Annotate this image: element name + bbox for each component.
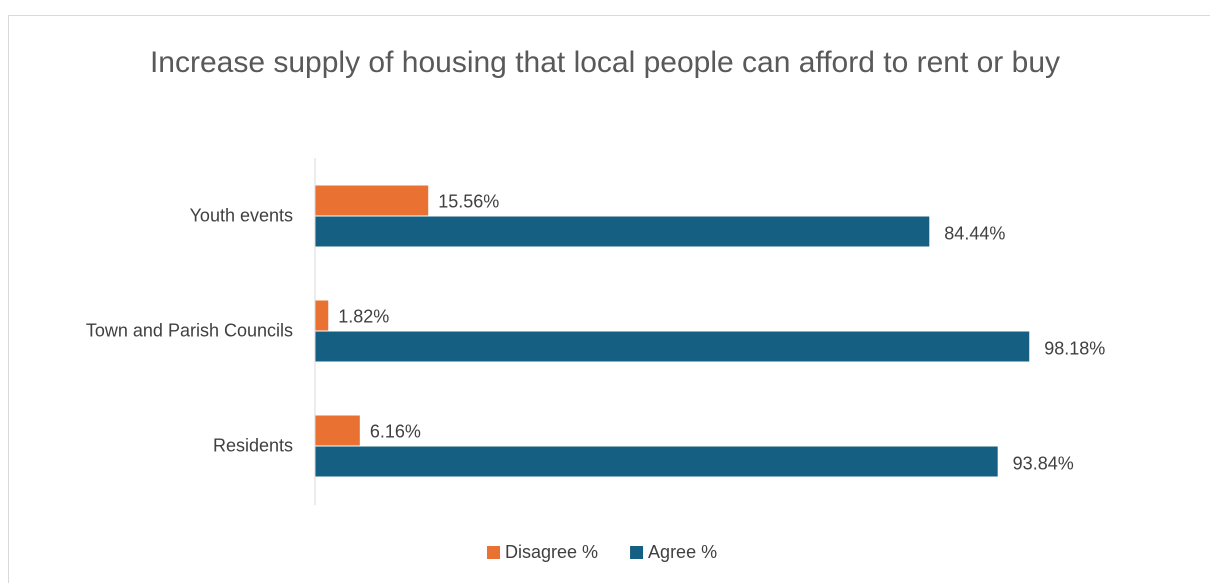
bar (315, 185, 429, 216)
bar (315, 300, 329, 331)
y-tick-label: Youth events (190, 205, 293, 225)
y-tick-label: Town and Parish Councils (86, 320, 293, 340)
legend-swatch (630, 546, 644, 559)
data-label: 1.82% (338, 306, 389, 326)
y-tick-label: Residents (213, 435, 293, 455)
data-label: 93.84% (1013, 453, 1074, 473)
bar (315, 415, 360, 446)
chart-border (8, 15, 1210, 583)
bar (315, 216, 930, 247)
data-label: 15.56% (438, 191, 499, 211)
chart-title: Increase supply of housing that local pe… (149, 46, 1061, 79)
legend-label: Disagree % (505, 542, 598, 562)
bar (315, 446, 998, 477)
legend-label: Agree % (648, 542, 717, 562)
legend-swatch (487, 546, 500, 559)
data-label: 98.18% (1044, 338, 1105, 358)
data-label: 6.16% (370, 421, 421, 441)
data-label: 84.44% (944, 223, 1005, 243)
bar (315, 331, 1030, 362)
